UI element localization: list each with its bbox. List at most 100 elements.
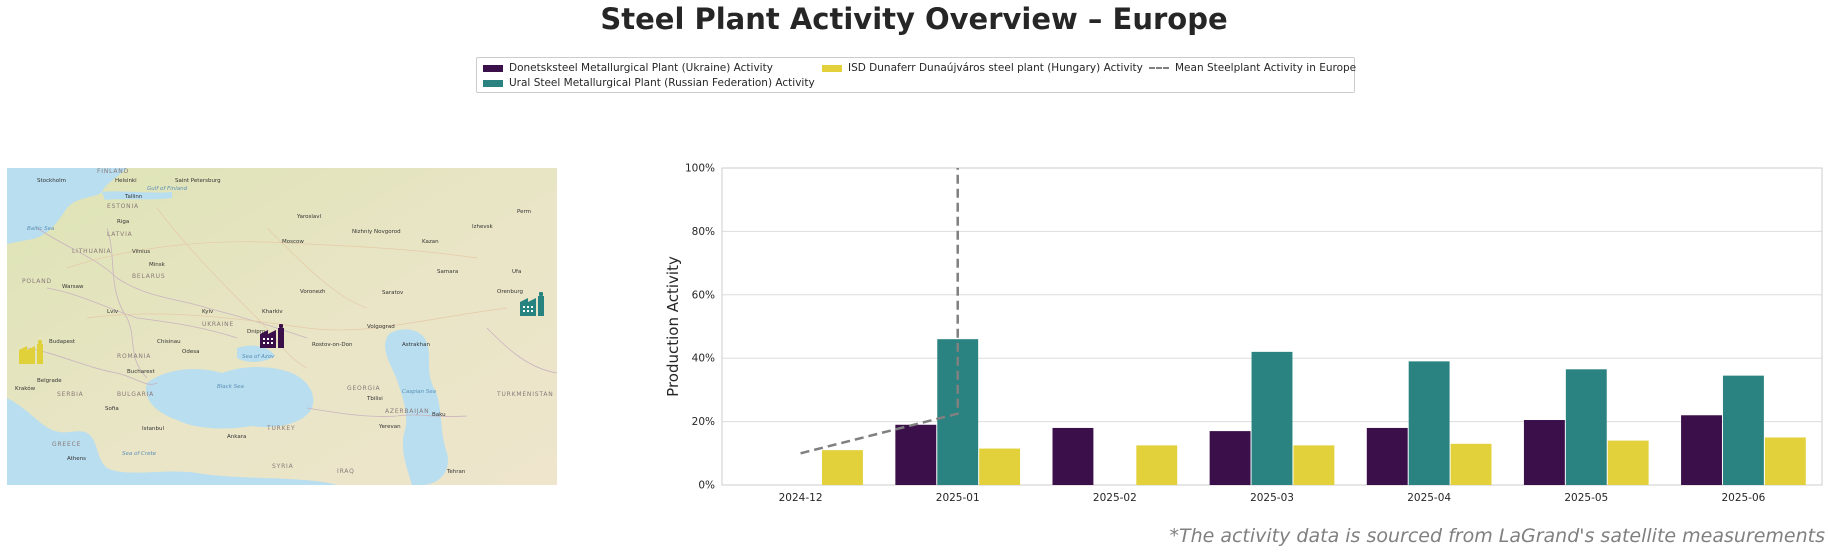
map-place-label: Moscow: [282, 239, 304, 245]
map-place-label: Rostov-on-Don: [312, 342, 353, 348]
map-place-label: GEORGIA: [347, 385, 381, 392]
map-place-label: Kharkiv: [262, 309, 283, 315]
legend-label-ural-steel: Ural Steel Metallurgical Plant (Russian …: [509, 77, 815, 89]
bar-isd-dunaferr: [822, 450, 863, 485]
legend-item-ural-steel: Ural Steel Metallurgical Plant (Russian …: [483, 76, 815, 90]
map-place-label: Kyiv: [202, 309, 214, 315]
border-line: [106, 227, 148, 379]
map-place-label: Voronezh: [300, 289, 326, 295]
legend-item-isd-dunaferr: ISD Dunaferr Dunaújváros steel plant (Hu…: [822, 61, 1143, 75]
map-place-label: Orenburg: [497, 289, 523, 295]
map-place-label: Lviv: [107, 309, 119, 315]
bar-donetsksteel: [1523, 420, 1565, 485]
gulf-of-finland-shape: [102, 191, 172, 200]
baltic-sea-shape: [7, 168, 127, 244]
bar-ural-steel: [1408, 361, 1450, 485]
bar-ural-steel: [937, 339, 979, 485]
y-axis-label: Production Activity: [664, 256, 682, 397]
map-place-label: AZERBAIJAN: [385, 408, 429, 415]
bar-isd-dunaferr: [1607, 440, 1649, 485]
border-line: [486, 327, 557, 374]
europe-map: Kraków Warsaw Minsk Vilnius Riga Tallinn Helsi…: [7, 168, 557, 485]
bar-ural-steel: [1722, 375, 1764, 485]
legend-item-mean-activity: Mean Steelplant Activity in Europe: [1149, 61, 1356, 75]
mediterranean-shape: [7, 398, 337, 485]
map-place-label: LATVIA: [107, 231, 133, 238]
bar-isd-dunaferr: [1764, 437, 1806, 485]
map-place-label: Yaroslavl: [296, 214, 321, 220]
x-tick-label: 2025-05: [1564, 492, 1608, 504]
map-place-label: Volgograd: [367, 324, 395, 330]
border-line: [306, 407, 468, 417]
map-place-label: Budapest: [49, 339, 76, 345]
map-place-label: Baltic Sea: [27, 226, 55, 232]
legend-label-isd-dunaferr: ISD Dunaferr Dunaújváros steel plant (Hu…: [848, 62, 1143, 74]
bar-donetsksteel: [1209, 431, 1251, 485]
map-place-label: Astrakhan: [402, 342, 430, 348]
map-place-label: ROMANIA: [117, 353, 151, 360]
bar-isd-dunaferr: [1136, 445, 1178, 485]
chart-legend: Donetsksteel Metallurgical Plant (Ukrain…: [476, 57, 1356, 93]
map-place-label: Kazan: [422, 239, 439, 245]
data-source-footnote: *The activity data is sourced from LaGra…: [1169, 525, 1825, 547]
border-line: [26, 347, 158, 385]
legend-label-donetsksteel: Donetsksteel Metallurgical Plant (Ukrain…: [509, 62, 773, 74]
bar-ural-steel: [1565, 369, 1607, 485]
map-place-label: BELARUS: [132, 273, 165, 280]
bar-donetsksteel: [1681, 415, 1722, 485]
map-place-label: Perm: [517, 209, 531, 215]
factory-icon-donetsksteel: [260, 324, 284, 348]
road-line: [86, 307, 508, 331]
y-axis-ticks: 0% 20% 40% 60% 80% 100%: [685, 163, 715, 492]
map-place-label: Izhevsk: [472, 224, 493, 230]
map-place-label: Samara: [437, 269, 458, 275]
map-place-label: Saratov: [382, 290, 404, 296]
border-line: [36, 227, 308, 339]
map-place-label: Warsaw: [62, 284, 84, 290]
map-place-label: Belgrade: [37, 378, 62, 384]
map-place-label: ESTONIA: [107, 203, 139, 210]
map-place-label: Chisinau: [157, 339, 181, 345]
map-place-label: Vilnius: [132, 249, 150, 255]
bar-isd-dunaferr: [1293, 445, 1335, 485]
map-place-label: POLAND: [22, 278, 52, 285]
bar-donetsksteel: [895, 424, 937, 485]
map-place-label: Tehran: [446, 469, 466, 475]
map-place-label: Sea of Crete: [122, 451, 157, 457]
map-place-label: TURKEY: [266, 425, 295, 432]
bar-isd-dunaferr: [1450, 443, 1492, 485]
map-place-label: Minsk: [149, 262, 166, 268]
map-place-label: Tbilisi: [366, 396, 383, 402]
legend-swatch-mean-activity: [1149, 67, 1169, 69]
mean-activity-line: [800, 168, 959, 455]
legend-item-donetsksteel: Donetsksteel Metallurgical Plant (Ukrain…: [483, 61, 773, 75]
plot-frame: [721, 167, 1823, 486]
legend-swatch-donetsksteel: [483, 64, 503, 72]
road-line: [266, 227, 368, 309]
map-place-label: Bucharest: [127, 369, 156, 375]
map-place-label: Black Sea: [217, 384, 245, 390]
y-tick-label: 100%: [685, 163, 715, 175]
bar-donetsksteel: [1366, 427, 1408, 485]
map-place-label: IRAQ: [337, 468, 355, 475]
map-place-label: Istanbul: [142, 426, 164, 432]
map-place-label: SYRIA: [272, 463, 294, 470]
chart-bars: [822, 339, 1806, 485]
map-place-label: Sea of Azov: [242, 354, 275, 360]
legend-label-mean-activity: Mean Steelplant Activity in Europe: [1175, 62, 1357, 74]
y-tick-label: 40%: [692, 353, 715, 365]
x-tick-label: 2025-03: [1250, 492, 1294, 504]
map-place-label: UKRAINE: [202, 321, 234, 328]
x-tick-label: 2025-06: [1721, 492, 1765, 504]
bar-donetsksteel: [1052, 427, 1094, 485]
map-place-label: Saint Petersburg: [175, 178, 221, 184]
map-place-label: Baku: [432, 412, 446, 418]
legend-swatch-ural-steel: [483, 79, 503, 87]
x-axis-ticks: 2024-12 2025-01 2025-02 2025-03 2025-04 2025-…: [779, 492, 1766, 504]
sea-of-azov-shape: [237, 345, 275, 362]
y-tick-label: 60%: [692, 289, 715, 301]
map-place-label: TURKMENISTAN: [496, 391, 554, 398]
map-place-label: Kraków: [15, 385, 36, 392]
y-tick-label: 20%: [692, 416, 715, 428]
chart-gridlines: [722, 167, 1822, 486]
